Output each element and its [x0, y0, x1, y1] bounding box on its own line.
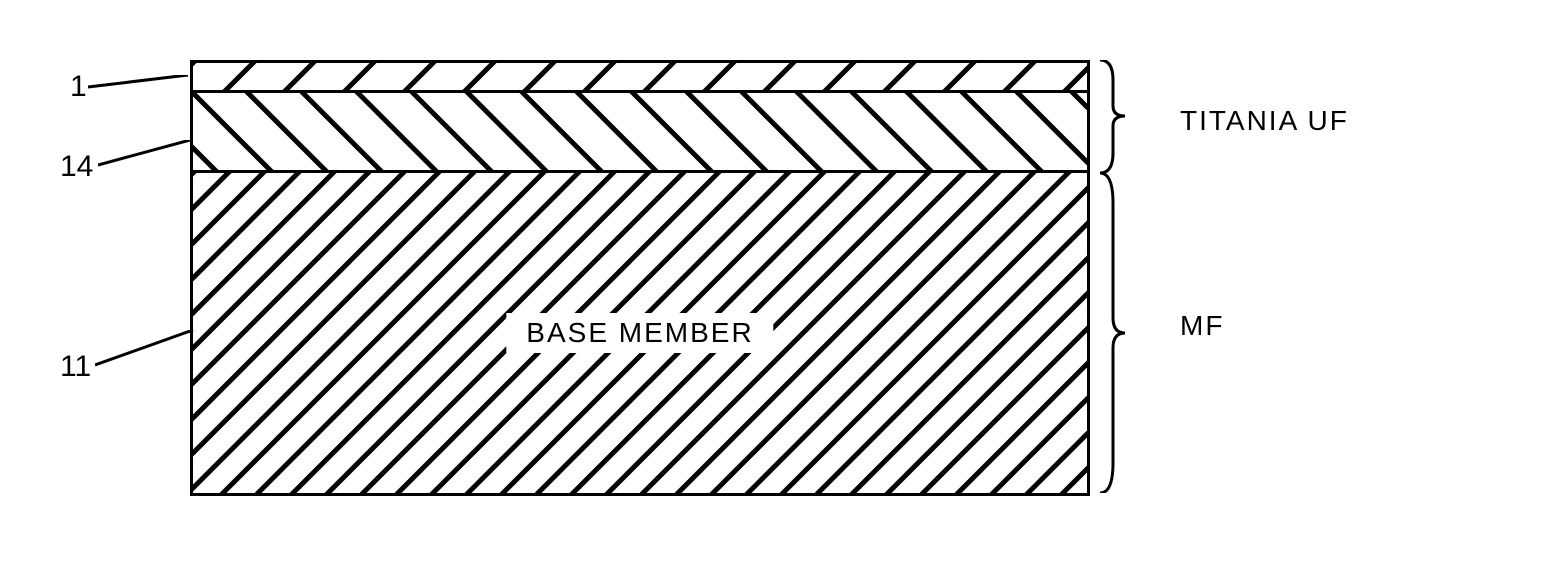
hatch-top — [193, 63, 1087, 90]
leader-11 — [95, 330, 205, 370]
callout-14: 14 — [60, 150, 93, 184]
leader-1 — [88, 75, 200, 100]
hatch-mid — [193, 93, 1087, 170]
brace-mf — [1095, 173, 1135, 493]
side-label-titania-uf: TITANIA UF — [1180, 105, 1349, 137]
cross-section-diagram: BASE MEMBER 1 14 11 TITANIA UF MF — [40, 40, 1440, 540]
callout-1: 1 — [70, 70, 87, 104]
leader-14 — [98, 140, 203, 170]
layer-top — [193, 63, 1087, 93]
layer-mid — [193, 93, 1087, 173]
brace-uf — [1095, 60, 1135, 173]
side-label-mf: MF — [1180, 310, 1224, 342]
layer-stack: BASE MEMBER — [190, 60, 1090, 496]
base-member-label: BASE MEMBER — [506, 313, 773, 353]
layer-bottom: BASE MEMBER — [193, 173, 1087, 493]
callout-11: 11 — [60, 350, 91, 384]
